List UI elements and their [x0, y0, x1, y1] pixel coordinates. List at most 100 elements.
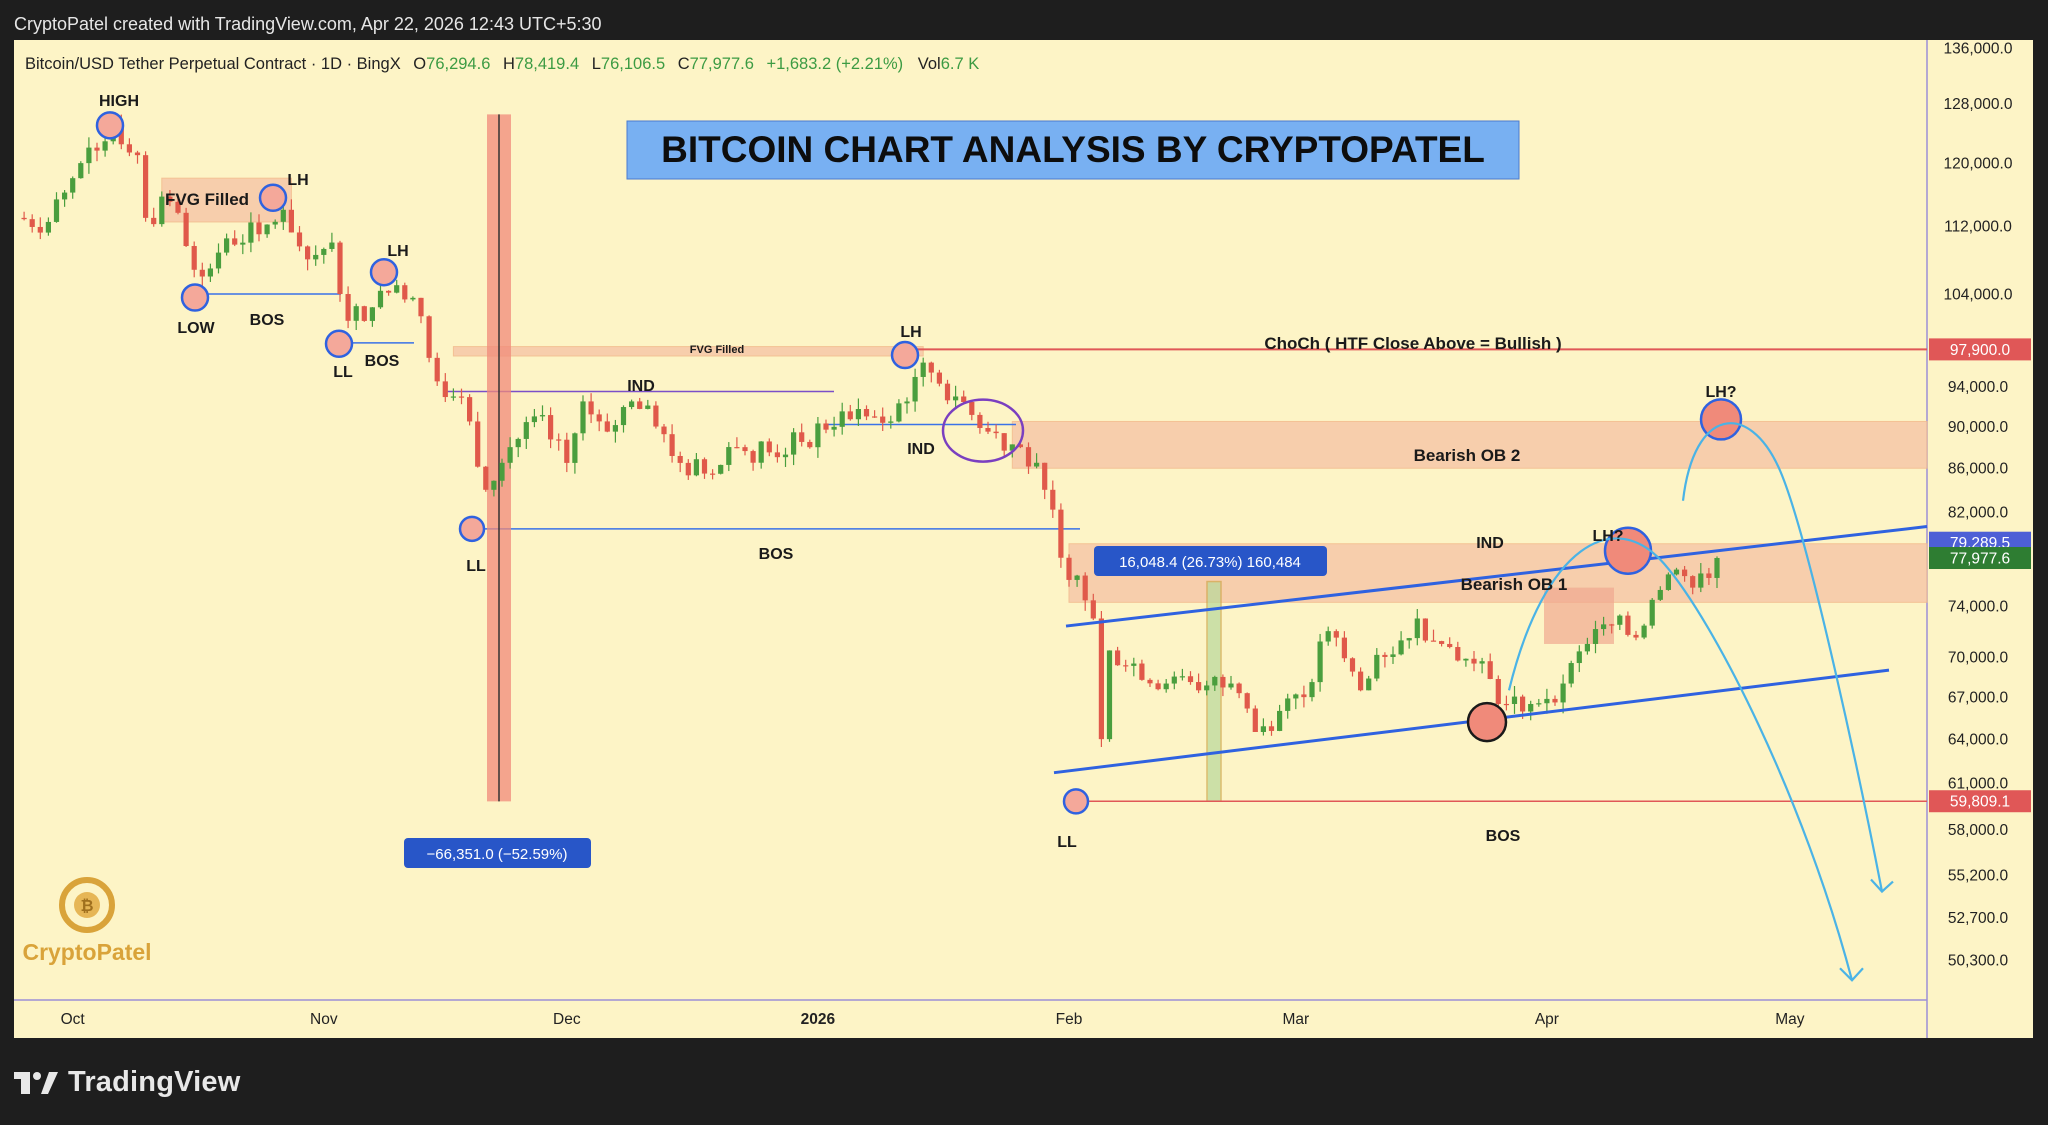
candle-body: [280, 209, 286, 222]
candle-body: [29, 219, 35, 227]
swing-marker: [890, 340, 920, 370]
chart-background: [14, 40, 2033, 1038]
candle-body: [483, 466, 489, 490]
projection-path: [1681, 422, 1884, 892]
candle-body: [288, 209, 294, 233]
candle-body: [329, 242, 335, 249]
chart-area[interactable]: 136,000.0 128,000.0 120,000.0 112,000.0 104,…: [14, 40, 2033, 1038]
fvg-filled-label: FVG Filled: [165, 190, 249, 209]
candle-body: [1106, 650, 1113, 740]
candle-body: [1576, 651, 1582, 664]
candle-body: [1293, 694, 1299, 699]
candle-body: [1463, 658, 1469, 661]
candle-body: [1317, 641, 1323, 683]
candle-body: [1406, 638, 1412, 641]
candle-body: [1487, 661, 1493, 680]
candle-body: [377, 290, 384, 308]
time-axis[interactable]: [14, 1000, 1927, 1038]
candle-body: [1398, 640, 1404, 655]
candle-body: [953, 396, 959, 401]
candle-body: [1058, 509, 1064, 558]
candle-body: [734, 447, 740, 449]
candle-body: [1034, 462, 1040, 467]
candle-body: [296, 232, 303, 247]
y-tick-label: 58,000.0: [1948, 822, 2009, 839]
candle-body: [78, 163, 84, 179]
candle-body: [1196, 682, 1202, 691]
candle-body: [1050, 489, 1056, 510]
candle-body: [1430, 640, 1437, 642]
candle-body: [548, 415, 554, 440]
projection-arrowhead: [1870, 878, 1894, 894]
candle-body: [1074, 575, 1080, 580]
attribution-text: CryptoPatel created with TradingView.com…: [14, 14, 602, 34]
swing-marker: [458, 515, 486, 543]
candle-body: [1301, 694, 1307, 698]
swing-label: HIGH: [99, 93, 139, 110]
candle-body: [159, 196, 165, 225]
candle-body: [1325, 631, 1331, 642]
candle-body: [102, 141, 108, 151]
candle-body: [1682, 569, 1688, 577]
candle-body: [1414, 618, 1420, 639]
candle-body: [572, 433, 578, 463]
candle-body: [556, 439, 562, 441]
bearish-ob2-label: Bearish OB 2: [1414, 446, 1521, 465]
candle-body: [620, 407, 627, 426]
candle-body: [888, 421, 894, 423]
candle-body: [661, 426, 667, 435]
candle-body: [677, 455, 683, 463]
candle-body: [985, 427, 991, 432]
candle-body: [1236, 683, 1242, 694]
chart-title: BITCOIN CHART ANALYSIS BY CRYPTOPATEL: [661, 129, 1485, 170]
candle-body: [1503, 703, 1509, 706]
x-tick-label: Oct: [61, 1011, 86, 1028]
candle-body: [151, 217, 157, 225]
x-tick-label: Feb: [1056, 1011, 1083, 1028]
cryptopatel-logo: ₿: [59, 877, 115, 933]
swing-label: LL: [466, 558, 486, 575]
swing-label: LH?: [1592, 528, 1623, 545]
candle-body: [1366, 678, 1372, 691]
channel-upper-line: [1065, 525, 1928, 628]
x-tick-label: Dec: [553, 1011, 581, 1028]
candle-body: [880, 416, 886, 423]
candle-body: [993, 431, 999, 434]
candle-body: [361, 306, 367, 321]
open-value: 76,294.6: [426, 55, 490, 73]
volume-value: 6.7 K: [941, 55, 980, 73]
candle-body: [920, 362, 926, 377]
candle-body: [758, 441, 764, 463]
candle-body: [305, 246, 311, 260]
x-tick-label: 2026: [801, 1011, 836, 1028]
tradingview-brand[interactable]: TradingView: [14, 1066, 241, 1099]
y-tick-label: 67,000.0: [1948, 690, 2009, 707]
candle-body: [21, 217, 27, 220]
candle-body: [232, 238, 238, 245]
candle-body: [1090, 600, 1096, 619]
candle-body: [669, 434, 675, 456]
swing-label: LH: [287, 172, 308, 189]
chart-canvas[interactable]: 136,000.0 128,000.0 120,000.0 112,000.0 104,…: [14, 40, 2033, 1038]
candle-body: [1382, 654, 1388, 657]
candle-body: [1714, 558, 1720, 578]
x-tick-label: May: [1775, 1011, 1805, 1028]
candle-body: [1447, 643, 1453, 648]
candle-body: [1147, 679, 1153, 684]
candle-body: [539, 415, 546, 417]
swing-marker: [1062, 788, 1090, 815]
watermark-text: CryptoPatel: [22, 939, 151, 965]
candle-body: [1042, 462, 1048, 490]
y-tick-label: 64,000.0: [1948, 732, 2009, 749]
high-value: 78,419.4: [515, 55, 579, 73]
candle-body: [936, 372, 942, 384]
bearish-ob1-label: Bearish OB 1: [1461, 575, 1568, 594]
candle-body: [1187, 676, 1194, 683]
candle-body: [272, 221, 278, 225]
candle-body: [313, 254, 319, 260]
close-value: 77,977.6: [690, 55, 754, 73]
candle-body: [1471, 658, 1477, 664]
y-tick-label: 74,000.0: [1948, 599, 2009, 616]
candle-body: [904, 401, 910, 404]
candle-body: [264, 224, 270, 235]
